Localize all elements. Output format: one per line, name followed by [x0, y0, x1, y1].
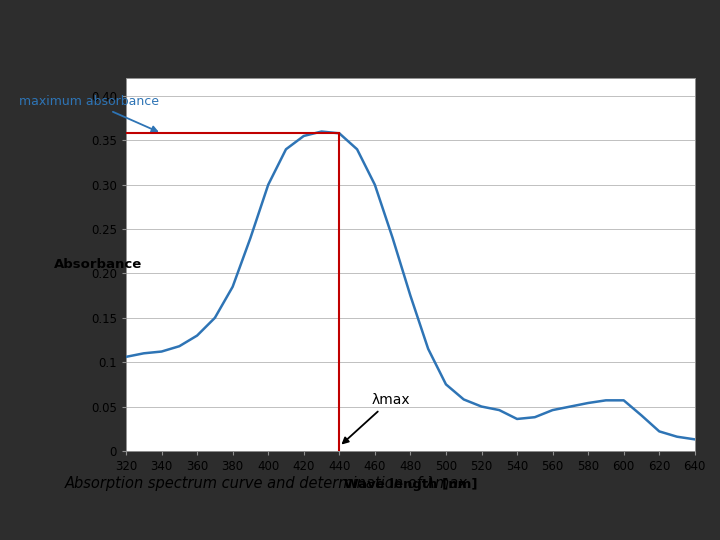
X-axis label: Wave length [nm]: Wave length [nm] [343, 478, 477, 491]
Text: λmax: λmax [343, 393, 410, 443]
Text: Absorbance: Absorbance [54, 258, 143, 271]
Text: maximum absorbance: maximum absorbance [19, 95, 159, 132]
Text: Absorption spectrum curve and determination of λmax.: Absorption spectrum curve and determinat… [65, 476, 472, 491]
